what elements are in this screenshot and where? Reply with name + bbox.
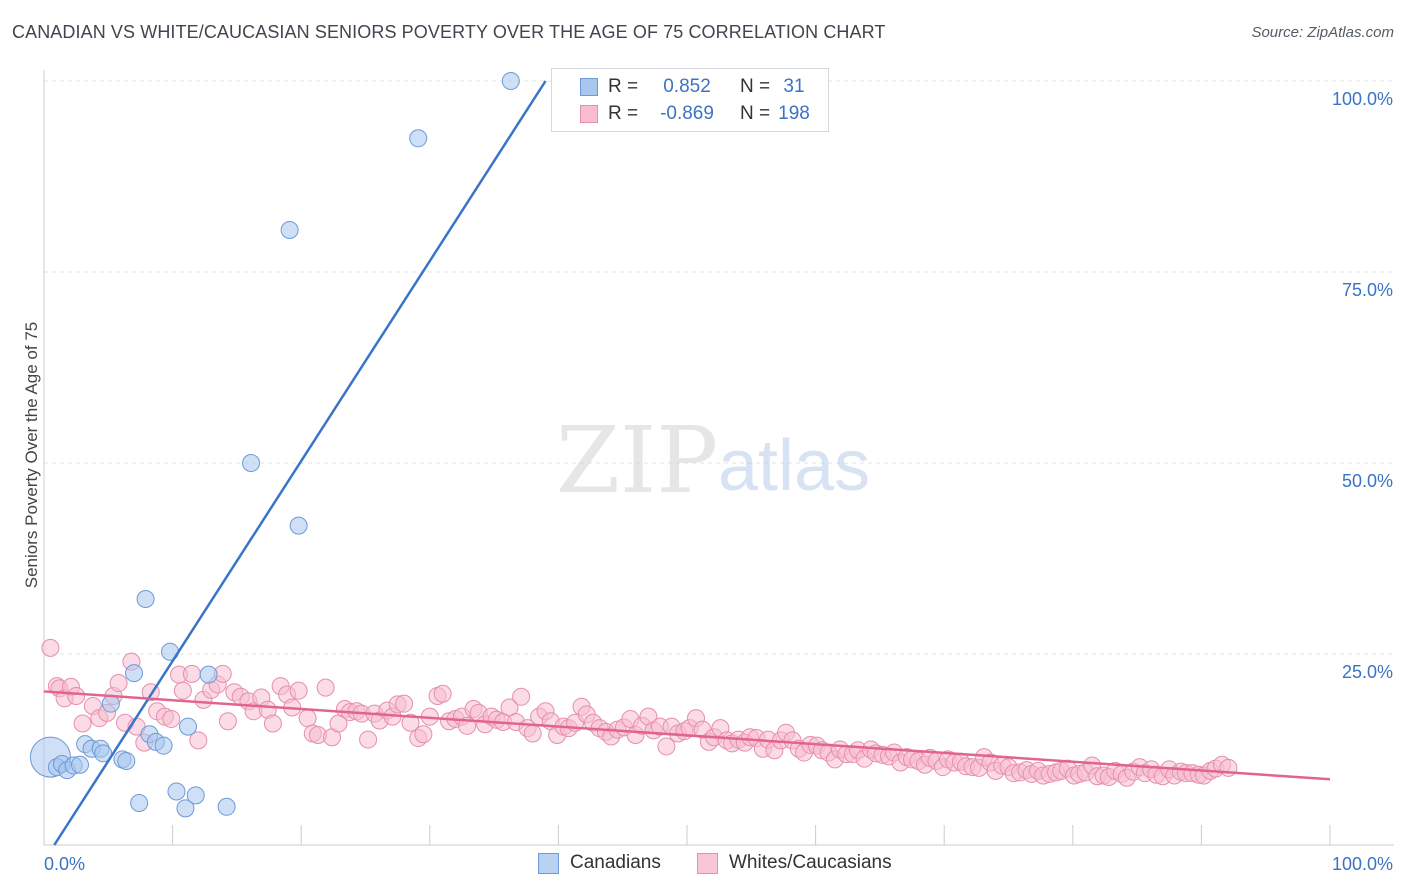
y-tick-label: 50.0%: [1342, 471, 1393, 491]
canadians-point: [130, 793, 149, 812]
whites-point: [173, 681, 192, 700]
canadians-point: [94, 744, 113, 763]
legend-row-canadians: R = 0.852 N = 31: [552, 74, 814, 100]
y-tick-label: 25.0%: [1342, 662, 1393, 682]
y-tick-label: 100.0%: [1332, 89, 1393, 109]
whites-point: [298, 709, 317, 728]
series-whites-caucasians: [41, 638, 1238, 787]
whites-point: [395, 694, 414, 713]
whites-point: [41, 638, 60, 657]
y-axis-label: Seniors Poverty Over the Age of 75: [22, 322, 41, 588]
whites-point: [162, 709, 181, 728]
legend-r-value: 0.852: [663, 76, 711, 97]
canadians-point: [136, 589, 155, 608]
whites-point: [657, 737, 676, 756]
x-tick-label-min: 0.0%: [44, 854, 85, 874]
whites-point: [512, 687, 531, 706]
whites-point: [359, 730, 378, 749]
x-tick-labels: 0.0% 100.0%: [44, 854, 1393, 874]
series-canadians: [29, 72, 520, 818]
canadians-point: [289, 516, 308, 535]
canadians-point: [167, 782, 186, 801]
whites-point: [433, 684, 452, 703]
legend-r-value: -0.869: [660, 103, 714, 124]
legend-n-label: N =: [740, 76, 771, 97]
canadians-point: [125, 664, 144, 683]
watermark-zip: ZIP: [556, 407, 718, 514]
legend-n-label: N =: [740, 103, 771, 124]
canadians-point: [242, 454, 261, 472]
x-tick-label-max: 100.0%: [1332, 854, 1393, 874]
canadians-point: [71, 755, 90, 774]
watermark-atlas: atlas: [718, 426, 870, 506]
whites-point: [67, 687, 86, 706]
whites-point: [414, 725, 433, 744]
legend-r-label: R =: [608, 103, 639, 124]
bottom-legend-swatch-whites: [697, 852, 718, 874]
whites-trend-line: [43, 690, 1331, 781]
y-tick-label: 75.0%: [1342, 280, 1393, 300]
bottom-legend-whites: Whites/Caucasians: [697, 852, 892, 874]
bottom-legend-swatch-canadians: [538, 852, 559, 874]
whites-point: [289, 681, 308, 700]
whites-point: [523, 724, 542, 743]
canadians-point: [101, 694, 120, 713]
canadians-point: [186, 786, 205, 805]
canadians-point: [280, 220, 299, 239]
whites-point: [316, 678, 335, 697]
legend-row-whites: R = -0.869 N = 198: [552, 101, 814, 127]
y-tick-labels: 25.0% 50.0% 75.0% 100.0%: [1332, 89, 1393, 682]
watermark: ZIP atlas: [556, 407, 870, 514]
chart-title: CANADIAN VS WHITE/CAUCASIAN SENIORS POVE…: [12, 22, 886, 42]
bottom-legend-label-canadians: Canadians: [570, 852, 661, 873]
legend-swatch-whites: [580, 105, 598, 123]
trend-lines: [43, 80, 1331, 846]
canadians-point: [501, 72, 520, 90]
canadians-point: [176, 799, 195, 818]
bottom-legend-canadians: Canadians: [538, 852, 661, 874]
canadians-point: [217, 797, 236, 816]
legend-r-label: R =: [608, 76, 639, 97]
canadians-point: [179, 717, 198, 736]
whites-point: [263, 714, 282, 733]
whites-point: [182, 664, 201, 683]
whites-point: [401, 713, 420, 732]
whites-point: [73, 714, 92, 733]
canadians-trend-line: [53, 80, 547, 846]
canadians-point: [154, 736, 173, 755]
whites-point: [109, 674, 128, 693]
axes: [43, 70, 1394, 846]
whites-point: [189, 731, 208, 750]
legend-swatch-canadians: [580, 78, 598, 96]
chart-source: Source: ZipAtlas.com: [1251, 24, 1394, 41]
legend-n-value: 31: [783, 76, 805, 97]
canadians-point: [199, 665, 218, 684]
bottom-legend-label-whites: Whites/Caucasians: [729, 852, 892, 873]
legend-n-value: 198: [778, 103, 810, 124]
whites-point: [218, 712, 237, 731]
gridlines: [44, 80, 1394, 655]
correlation-legend: R = 0.852 N = 31 R = -0.869 N = 198: [551, 68, 829, 132]
canadians-point: [409, 129, 428, 148]
canadians-point: [117, 751, 136, 770]
